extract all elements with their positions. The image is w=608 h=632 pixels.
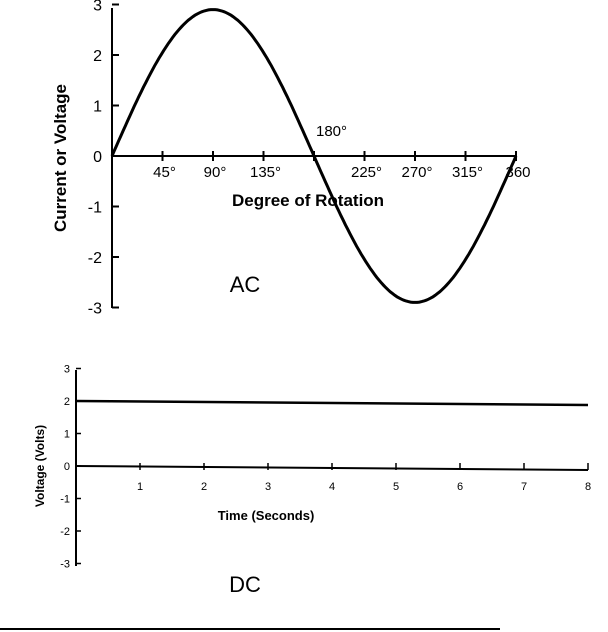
dc-x-axis-label: Time (Seconds): [218, 508, 315, 523]
ac-x-tick-label: 135°: [250, 164, 281, 181]
ac-x-ticks: 45° 90° 135°180°225° 270° 315° 360: [153, 123, 530, 181]
dc-x-tick-label: 6: [457, 481, 463, 493]
ac-x-tick-label: 180°: [316, 123, 347, 140]
ac-y-tick-label: 2: [93, 48, 102, 65]
dc-x-tick-label: 8: [585, 481, 591, 493]
ac-x-axis-label: Degree of Rotation: [232, 191, 384, 210]
ac-sine-series: [110, 8, 518, 304]
dc-x-tick-label: 7: [521, 481, 527, 493]
ac-x-tick-label: 90°: [204, 164, 227, 181]
dc-y-tick-label: 3: [64, 364, 70, 376]
dc-x-tick-label: 4: [329, 481, 335, 493]
dc-x-tick-label: 5: [393, 481, 399, 493]
ac-y-tick-label: 3: [93, 0, 102, 15]
dc-y-tick-label: 2: [64, 396, 70, 408]
dc-constant-series: [75, 399, 589, 407]
dc-y-tick-label: 0: [64, 461, 70, 473]
ac-y-axis-label: Current or Voltage: [51, 84, 70, 232]
ac-y-tick-label: -3: [88, 301, 102, 318]
ac-x-tick-label: 315°: [452, 164, 483, 181]
dc-x-ticks: 1 2 3 4 5 6 7 8: [137, 463, 591, 493]
dc-x-tick-label: 3: [265, 481, 271, 493]
dc-y-tick-label: 1: [64, 429, 70, 441]
dc-chart: 3 2 1 0 -1 -2 -3 1 2 3 4 5 6 7 8 Time (Seconds) Volta…: [33, 364, 591, 598]
ac-y-tick-label: -1: [88, 200, 102, 217]
ac-chart-title: AC: [230, 272, 261, 297]
dc-y-tick-label: -2: [60, 526, 70, 538]
ac-x-tick-label: 45°: [153, 164, 176, 181]
ac-x-tick-label: 270°: [401, 164, 432, 181]
ac-y-tick-label: 0: [93, 149, 102, 166]
ac-x-tick-label: 225°: [351, 164, 382, 181]
dc-y-tick-label: -1: [60, 494, 70, 506]
dc-y-tick-label: -3: [60, 559, 70, 571]
ac-y-tick-label: 1: [93, 99, 102, 116]
dc-x-tick-label: 2: [201, 481, 207, 493]
dc-x-tick-label: 1: [137, 481, 143, 493]
dc-y-ticks: 3 2 1 0 -1 -2 -3: [60, 364, 81, 571]
ac-y-ticks: 3 2 1 0 -1 -2 -3: [88, 0, 119, 318]
dc-y-axis-label: Voltage (Volts): [33, 425, 47, 507]
dc-chart-title: DC: [229, 572, 261, 597]
ac-y-tick-label: -2: [88, 250, 102, 267]
